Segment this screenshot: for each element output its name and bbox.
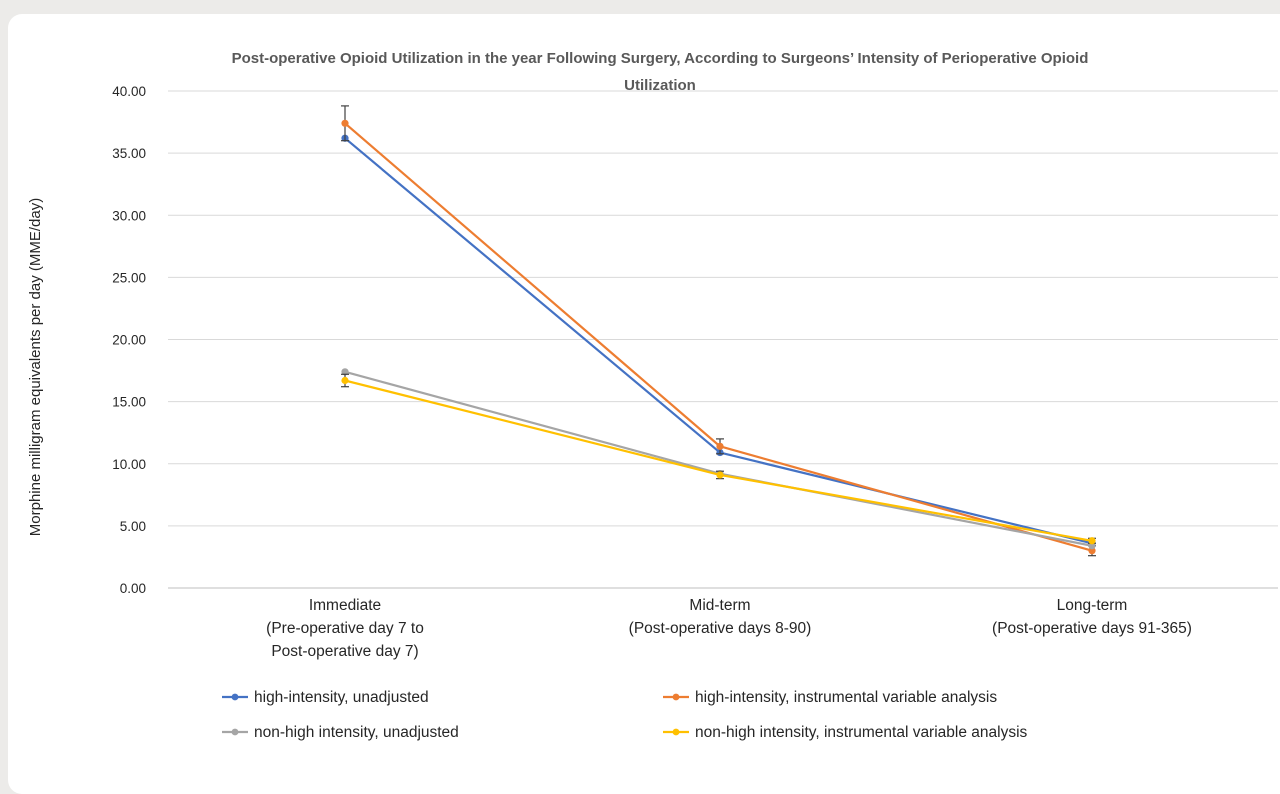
x-category-label: Immediate (309, 597, 381, 614)
plot-area (341, 105, 1096, 557)
data-point (341, 368, 349, 376)
y-tick-labels: 0.00 5.00 10.00 15.00 20.00 25.00 30.00 35.00 40… (112, 84, 146, 596)
data-point (716, 442, 724, 450)
legend-label: non-high intensity, unadjusted (254, 724, 459, 741)
data-point (1088, 547, 1096, 555)
y-tick-label: 0.00 (120, 581, 146, 596)
x-category-label: Mid-term (689, 597, 750, 614)
y-tick-label: 15.00 (112, 395, 146, 410)
x-category-label: (Post-operative days 91-365) (992, 620, 1192, 637)
y-tick-label: 40.00 (112, 84, 146, 99)
y-tick-label: 10.00 (112, 457, 146, 472)
legend-swatch-marker (231, 728, 239, 736)
x-category-label: (Pre-operative day 7 to (266, 620, 424, 637)
legend: high-intensity, unadjusted high-intensity… (222, 689, 1028, 741)
chart-title-line-1: Post-operative Opioid Utilization in the… (232, 50, 1089, 67)
legend-label: high-intensity, unadjusted (254, 689, 429, 706)
data-point (341, 376, 349, 385)
data-point (1088, 537, 1096, 545)
legend-label: high-intensity, instrumental variable an… (695, 689, 997, 706)
legend-label: non-high intensity, instrumental variabl… (695, 724, 1028, 741)
x-category-labels: Immediate (Pre-operative day 7 to Post-ope… (266, 597, 1192, 660)
series-line (344, 137, 1093, 545)
legend-swatch-marker (672, 693, 680, 701)
y-tick-label: 25.00 (112, 270, 146, 285)
y-tick-label: 5.00 (120, 519, 146, 534)
data-point (1088, 542, 1096, 550)
legend-swatch-marker (672, 728, 680, 736)
chart-title-line-2: Utilization (624, 77, 696, 94)
x-category-label: (Post-operative days 8-90) (629, 620, 812, 637)
data-point (716, 471, 724, 479)
y-axis-title: Morphine milligram equivalents per day (… (27, 198, 44, 536)
data-point (341, 119, 349, 127)
x-category-label: Long-term (1057, 597, 1128, 614)
legend-swatch-marker (231, 693, 239, 701)
y-tick-label: 20.00 (112, 333, 146, 348)
chart-card (8, 14, 1280, 794)
y-tick-label: 30.00 (112, 208, 146, 223)
series-line (344, 122, 1093, 552)
y-tick-label: 35.00 (112, 146, 146, 161)
x-category-label: Post-operative day 7) (271, 643, 418, 660)
gridlines (168, 90, 1278, 589)
line-chart: Post-operative Opioid Utilization in the… (27, 50, 1278, 741)
